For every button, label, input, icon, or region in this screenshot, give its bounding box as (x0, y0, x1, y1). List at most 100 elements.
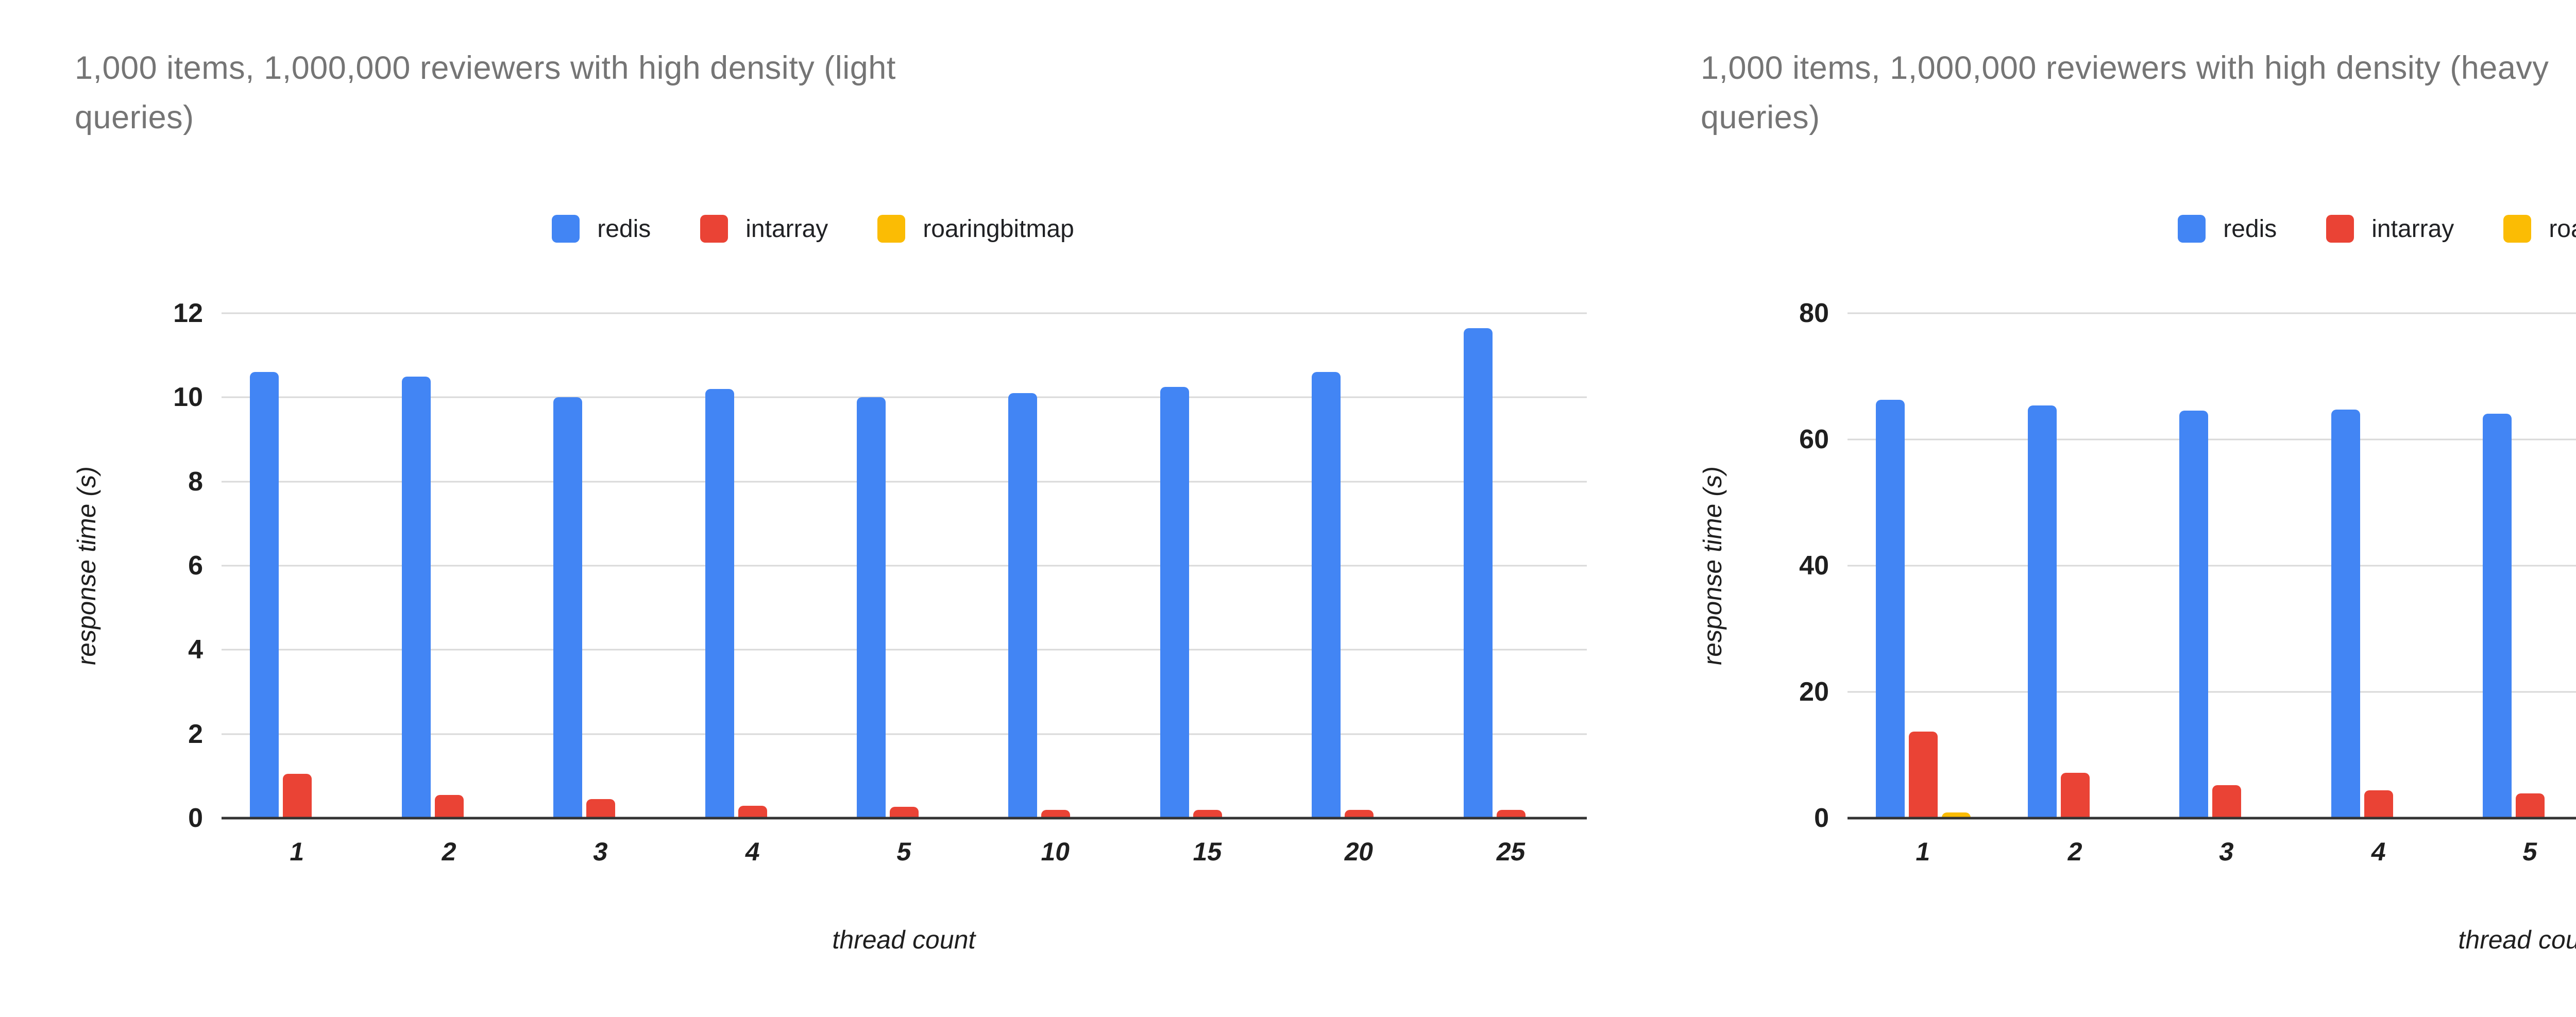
x-tick-label: 5 (894, 837, 914, 866)
legend: redis intarray roaringbitmap (1626, 213, 2576, 244)
category-group-5: 5 (828, 313, 980, 866)
bar-intarray (1345, 809, 1374, 818)
x-axis-title: thread count (2456, 925, 2576, 954)
x-axis-line (222, 817, 1587, 820)
legend-item-intarray: intarray (2326, 215, 2454, 243)
legend-label: roaringbitmap (2549, 215, 2576, 243)
bar-redis (2482, 413, 2512, 818)
bar-intarray (889, 806, 919, 818)
x-tick-label: 4 (742, 837, 762, 866)
y-tick-label: 80 (1799, 298, 1829, 328)
bar-intarray (2060, 772, 2090, 818)
gridline (1848, 691, 2576, 693)
legend-item-redis: redis (552, 215, 651, 243)
gridline (1848, 438, 2576, 440)
intarray-swatch-icon (2326, 215, 2354, 243)
x-tick-label: 3 (591, 837, 611, 866)
y-tick-label: 6 (188, 551, 203, 581)
x-tick-label: 15 (1191, 837, 1225, 866)
x-tick-label: 3 (2217, 837, 2236, 866)
category-group-20: 20 (1283, 313, 1435, 866)
bar-redis (2179, 410, 2209, 818)
x-tick-label: 25 (1494, 837, 1528, 866)
legend-label: intarray (2371, 215, 2454, 243)
redis-swatch-icon (552, 215, 580, 243)
x-axis-line (1848, 817, 2576, 820)
gridline (222, 312, 1587, 314)
legend-item-roaringbitmap: roaringbitmap (877, 215, 1074, 243)
y-tick-label: 40 (1799, 551, 1829, 581)
bar-intarray (2364, 790, 2393, 818)
y-tick-label: 0 (1814, 803, 1829, 833)
legend-item-redis: redis (2178, 215, 2277, 243)
legend-label: roaringbitmap (923, 215, 1074, 243)
y-tick-label: 60 (1799, 425, 1829, 454)
bar-redis (250, 372, 279, 818)
category-group-2: 2 (373, 313, 524, 866)
legend-item-intarray: intarray (700, 215, 828, 243)
category-group-10: 10 (980, 313, 1131, 866)
x-axis-title: thread count (830, 925, 978, 954)
chart-title-line-1: 1,000 items, 1,000,000 reviewers with hi… (1701, 50, 2549, 86)
bar-intarray (1041, 809, 1071, 818)
chart-title: 1,000 items, 1,000,000 reviewers with hi… (1701, 43, 2576, 142)
bar-redis (856, 397, 886, 818)
bar-redis (1876, 399, 1905, 818)
y-tick-label: 20 (1799, 677, 1829, 707)
bar-intarray (1496, 809, 1526, 818)
bar-intarray (283, 774, 312, 818)
y-tick-label: 0 (188, 803, 203, 833)
bar-intarray (1909, 732, 1938, 818)
chart-title-line-2: queries) (75, 99, 194, 135)
y-tick-label: 12 (173, 298, 203, 328)
chart-title: 1,000 items, 1,000,000 reviewers with hi… (75, 43, 1492, 142)
y-tick-label: 10 (173, 382, 203, 413)
bar-redis (705, 389, 734, 818)
category-group-15: 15 (1132, 313, 1283, 866)
bars-layer: 1 2 3 4 5 10 15 20 25 (222, 313, 1587, 866)
redis-swatch-icon (2178, 215, 2206, 243)
roaringbitmap-swatch-icon (877, 215, 906, 243)
category-group-3: 3 (2151, 313, 2302, 866)
category-group-4: 4 (676, 313, 828, 866)
chart-heavy-queries[interactable]: 1,000 items, 1,000,000 reviewers with hi… (1626, 0, 2576, 1017)
y-tick-label: 8 (188, 466, 203, 497)
bar-redis (1463, 328, 1493, 818)
category-group-3: 3 (525, 313, 676, 866)
bar-redis (2331, 410, 2360, 818)
intarray-swatch-icon (700, 215, 728, 243)
legend: redis intarray roaringbitmap (0, 213, 1626, 244)
y-tick-label: 4 (188, 635, 203, 665)
gridline (1848, 312, 2576, 314)
gridline (222, 733, 1587, 735)
chart-title-line-1: 1,000 items, 1,000,000 reviewers with hi… (75, 50, 896, 86)
y-axis-title: response time (s) (72, 464, 101, 668)
bar-intarray (586, 799, 616, 818)
chart-title-line-2: queries) (1701, 99, 1820, 135)
category-group-4: 4 (2302, 313, 2454, 866)
y-axis-title: response time (s) (1698, 464, 1727, 668)
x-tick-label: 1 (287, 837, 308, 866)
bar-intarray (738, 805, 767, 818)
category-group-2: 2 (1999, 313, 2150, 866)
legend-label: redis (597, 215, 651, 243)
bar-redis (1312, 372, 1341, 818)
x-tick-label: 10 (1039, 837, 1073, 866)
x-tick-label: 4 (2368, 837, 2388, 866)
x-tick-label: 2 (2065, 837, 2085, 866)
gridline (1848, 565, 2576, 567)
category-group-1: 1 (222, 313, 373, 866)
legend-item-roaringbitmap: roaringbitmap (2503, 215, 2576, 243)
chart-light-queries[interactable]: 1,000 items, 1,000,000 reviewers with hi… (0, 0, 1626, 1017)
bar-redis (401, 376, 431, 818)
bar-redis (1160, 386, 1189, 818)
plot-area: 0204060801234510152025 (1799, 298, 2576, 866)
legend-label: intarray (745, 215, 828, 243)
bar-intarray (2515, 793, 2545, 818)
category-group-5: 5 (2454, 313, 2576, 866)
x-tick-label: 1 (1913, 837, 1934, 866)
roaringbitmap-swatch-icon (2503, 215, 2532, 243)
gridline (222, 481, 1587, 483)
bar-redis (553, 397, 583, 818)
